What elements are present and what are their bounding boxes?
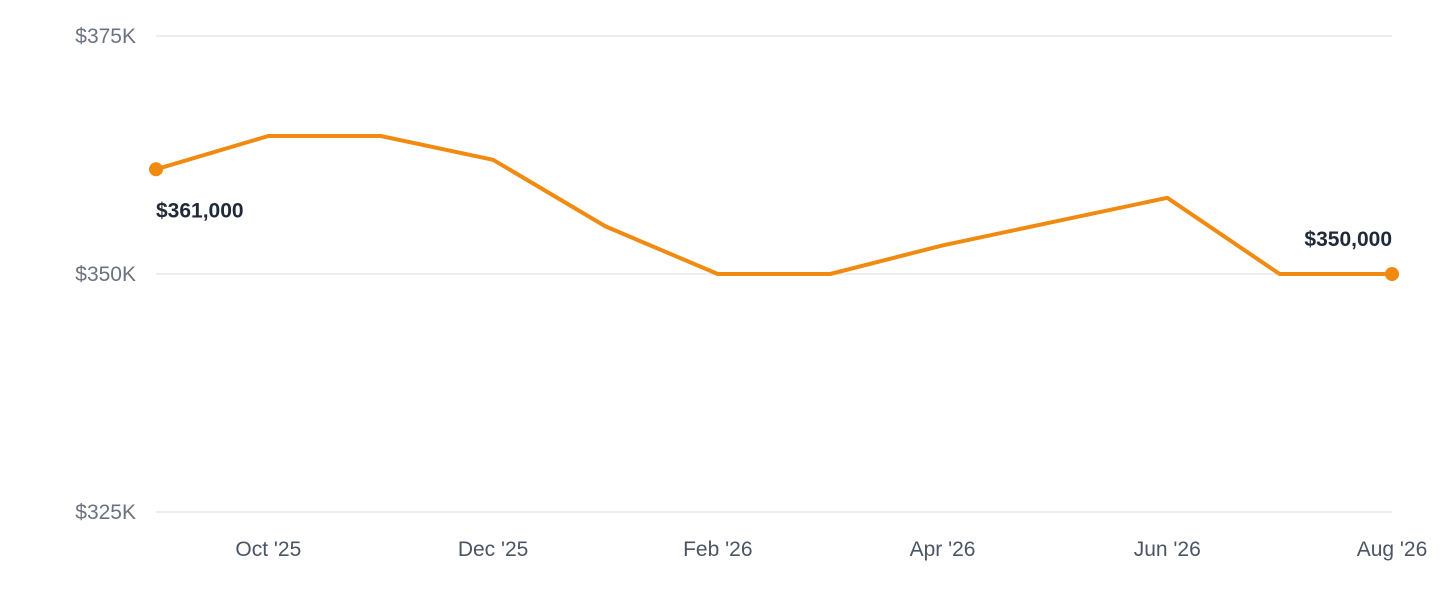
data-label: $361,000 — [156, 199, 244, 222]
x-tick-label: Oct '25 — [235, 538, 301, 561]
series-lines — [154, 134, 1394, 276]
x-tick-label: Feb '26 — [683, 538, 752, 561]
data-label: $350,000 — [1304, 228, 1392, 251]
data-labels: $361,000 $350,000 — [156, 199, 1392, 251]
endpoint-markers — [149, 162, 1399, 281]
y-axis-labels: $325K $350K $375K — [75, 25, 136, 524]
endpoint-marker — [1385, 267, 1399, 281]
endpoint-marker — [149, 162, 163, 177]
y-tick-label: $325K — [75, 501, 136, 524]
y-tick-label: $350K — [75, 263, 136, 286]
x-axis-labels: Oct '25 Dec '25 Feb '26 Apr '26 Jun '26 Aug '… — [235, 538, 1427, 561]
x-tick-label: Aug '26 — [1357, 538, 1428, 561]
y-tick-label: $375K — [75, 25, 136, 48]
x-tick-label: Apr '26 — [910, 538, 976, 561]
x-tick-label: Jun '26 — [1134, 538, 1201, 561]
series-line-0 — [154, 134, 1394, 276]
x-tick-label: Dec '25 — [458, 538, 529, 561]
